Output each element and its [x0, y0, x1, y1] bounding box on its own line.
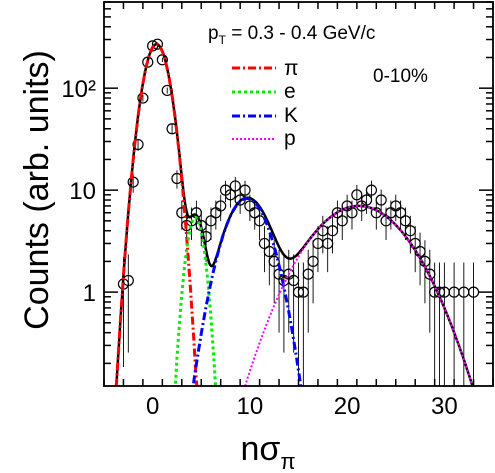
legend: π e K p: [232, 57, 299, 150]
y-axis-title: Counts (arb. units): [18, 50, 56, 330]
legend-label-proton: p: [284, 127, 296, 150]
y-tick-label: 1: [83, 280, 96, 307]
x-tick-label: 0: [146, 393, 159, 420]
total-fit-line: [114, 42, 474, 386]
fit-curves: [114, 42, 474, 386]
x-tick-label: 20: [334, 393, 361, 420]
x-tick-label: 10: [237, 393, 264, 420]
data-point: [151, 38, 164, 50]
legend-label-electron: e: [284, 80, 296, 103]
kaon-fit-line: [191, 196, 303, 386]
y-tick-label: 10²: [61, 76, 96, 103]
momentum-range-label: pT = 0.3 - 0.4 GeV/c: [208, 23, 375, 47]
data-point: [365, 184, 378, 196]
centrality-label: 0-10%: [373, 66, 428, 87]
legend-label-pion: π: [284, 57, 299, 80]
proton-fit-line: [244, 204, 474, 386]
data-point: [326, 225, 339, 237]
x-tick-label: 30: [431, 393, 458, 420]
data-point: [467, 286, 480, 298]
data-point: [239, 184, 251, 196]
y-tick-label: 10: [69, 178, 96, 205]
data-point: [229, 180, 241, 192]
data-point: [127, 176, 139, 188]
pion-fit-line: [114, 42, 199, 386]
data-point: [137, 92, 149, 104]
legend-label-kaon: K: [284, 104, 298, 127]
tick-labels: 0 10 20 30 1 10 10²: [61, 76, 457, 420]
axis-ticks: [103, 1, 494, 386]
data-point: [132, 138, 144, 151]
x-axis-title: nσπ: [240, 430, 295, 473]
data-point: [375, 194, 387, 206]
data-point: [215, 200, 227, 212]
